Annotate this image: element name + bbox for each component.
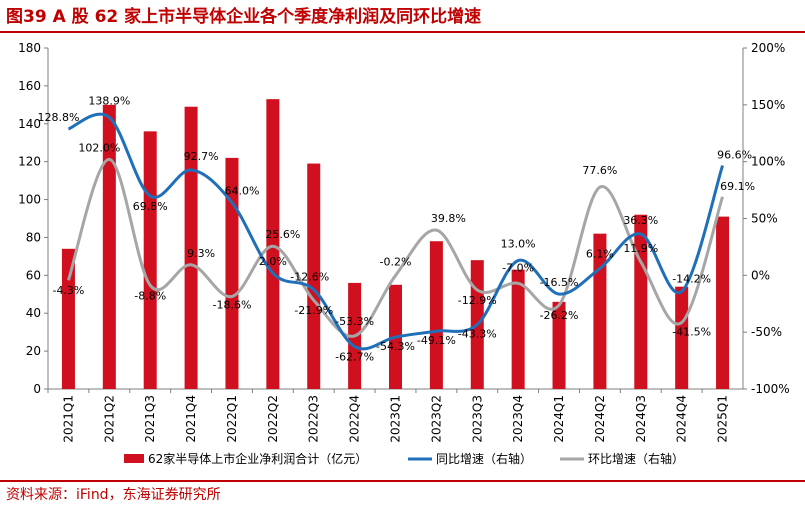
qoq-label-2022Q2: 25.6% (265, 228, 300, 241)
bar-2024Q4 (675, 286, 689, 389)
left-tick-label: 40 (26, 306, 41, 320)
qoq-label-2022Q1: -18.6% (213, 298, 252, 311)
x-tick-label: 2023Q4 (511, 395, 525, 443)
qoq-label-2021Q2: 102.0% (78, 141, 120, 154)
x-tick-label: 2021Q1 (61, 395, 75, 443)
qoq-label-2021Q3: -8.8% (134, 289, 166, 302)
yoy-label-2023Q2: -49.1% (417, 334, 456, 347)
x-tick-label: 2022Q3 (307, 395, 321, 443)
x-tick-label: 2025Q1 (716, 395, 730, 443)
yoy-label-2024Q3: 36.3% (623, 214, 658, 227)
qoq-label-2023Q1: -0.2% (380, 256, 412, 269)
left-tick-label: 160 (18, 79, 41, 93)
right-tick-label: -50% (751, 325, 782, 339)
bar-2021Q4 (184, 106, 198, 389)
right-tick-label: 0% (751, 268, 770, 282)
chart-title: 图39 A 股 62 家上市半导体企业各个季度净利润及同环比增速 (6, 7, 482, 27)
yoy-label-2022Q2: 2.0% (259, 255, 287, 268)
qoq-label-2021Q1: -4.3% (52, 284, 84, 297)
bar-2022Q3 (307, 163, 321, 389)
yoy-label-2024Q2: 6.1% (586, 247, 614, 260)
qoq-label-2022Q4: -53.3% (335, 315, 374, 328)
x-tick-label: 2021Q4 (184, 395, 198, 443)
x-tick-label: 2024Q3 (634, 395, 648, 443)
yoy-label-2023Q3: -43.3% (458, 328, 497, 341)
yoy-label-2021Q3: 69.8% (133, 200, 168, 213)
qoq-label-2021Q4: 9.3% (187, 247, 215, 260)
x-tick-label: 2021Q2 (102, 395, 116, 443)
yoy-line (67, 112, 724, 351)
right-tick-label: 50% (751, 212, 778, 226)
source-note: 资料来源：iFind，东海证券研究所 (6, 487, 221, 503)
left-tick-label: 180 (18, 41, 41, 55)
bar-2025Q1 (716, 216, 730, 389)
qoq-label-2023Q2: 39.8% (431, 212, 466, 225)
bar-2021Q2 (102, 104, 116, 389)
right-tick-label: 150% (751, 98, 785, 112)
x-tick-label: 2024Q1 (552, 395, 566, 443)
legend: 62家半导体上市企业净利润合计（亿元） 同比增速（右轴） 环比增速（右轴） (124, 451, 684, 466)
qoq-label-2023Q3: -12.9% (458, 294, 497, 307)
yoy-label-2021Q2: 138.9% (88, 94, 130, 107)
bar-2021Q1 (61, 248, 75, 389)
yoy-label-2024Q4: -14.2% (672, 272, 711, 285)
bar-2024Q1 (552, 301, 566, 389)
left-tick-label: 100 (18, 193, 41, 207)
yoy-label-2021Q4: 92.7% (184, 150, 219, 163)
yoy-label-2022Q3: -12.6% (290, 271, 329, 284)
left-tick-label: 60 (26, 268, 41, 282)
bar-2021Q3 (143, 131, 157, 389)
x-tick-label: 2022Q2 (266, 395, 280, 443)
legend-swatch-bar (124, 454, 144, 463)
yoy-label-2021Q1: 128.8% (37, 111, 79, 124)
qoq-line (67, 157, 724, 338)
left-tick-label: 20 (26, 344, 41, 358)
qoq-label-2024Q4: -41.5% (672, 326, 711, 339)
data-labels: 128.8% 138.9% 69.8% 92.7% 64.0% 2.0%-12.6% -62… (37, 94, 755, 363)
bar-2022Q1 (225, 157, 239, 389)
yoy-label-2025Q1: 96.6% (717, 149, 752, 162)
right-tick-label: -100% (751, 382, 790, 396)
qoq-label-2024Q3: 11.9% (623, 242, 658, 255)
x-tick-label: 2022Q1 (225, 395, 239, 443)
qoq-label-2024Q1: -26.2% (540, 309, 579, 322)
left-tick-label: 0 (33, 382, 41, 396)
bar-2022Q2 (266, 99, 280, 390)
axes: 0 20 40 60 80 100 120 140 160 180 -100% -50% 0% 50% 10… (18, 41, 790, 443)
legend-label-yoy: 同比增速（右轴） (436, 451, 532, 466)
yoy-label-2023Q1: -54.3% (376, 340, 415, 353)
right-tick-label: 100% (751, 155, 785, 169)
legend-label-bar: 62家半导体上市企业净利润合计（亿元） (148, 451, 367, 466)
x-tick-label: 2022Q4 (348, 395, 362, 443)
legend-label-qoq: 环比增速（右轴） (588, 451, 684, 466)
qoq-label-2022Q3: -21.9% (294, 304, 333, 317)
yoy-label-2023Q4: 13.0% (501, 238, 536, 251)
x-tick-label: 2023Q2 (429, 395, 443, 443)
x-tick-label: 2024Q2 (593, 395, 607, 443)
bar-2023Q4 (511, 269, 525, 389)
x-tick-label: 2023Q1 (389, 395, 403, 443)
yoy-label-2022Q1: 64.0% (224, 185, 259, 198)
combo-chart: 0 20 40 60 80 100 120 140 160 180 -100% -50% 0% 50% 10… (18, 41, 790, 466)
yoy-label-2022Q4: -62.7% (335, 351, 374, 364)
qoq-label-2024Q2: 77.6% (582, 164, 617, 177)
left-tick-label: 140 (18, 117, 41, 131)
title-rule (0, 31, 805, 33)
left-tick-label: 120 (18, 155, 41, 169)
bar-2023Q2 (429, 241, 443, 389)
yoy-label-2024Q1: -16.5% (540, 276, 579, 289)
source-rule (0, 480, 805, 482)
line-series (67, 112, 724, 351)
qoq-label-2023Q4: -7.0% (502, 261, 534, 274)
qoq-label-2025Q1: 69.1% (720, 180, 755, 193)
left-tick-label: 80 (26, 230, 41, 244)
right-tick-label: 200% (751, 41, 785, 55)
x-tick-label: 2023Q3 (470, 395, 484, 443)
x-tick-label: 2024Q4 (675, 395, 689, 443)
x-tick-label: 2021Q3 (143, 395, 157, 443)
